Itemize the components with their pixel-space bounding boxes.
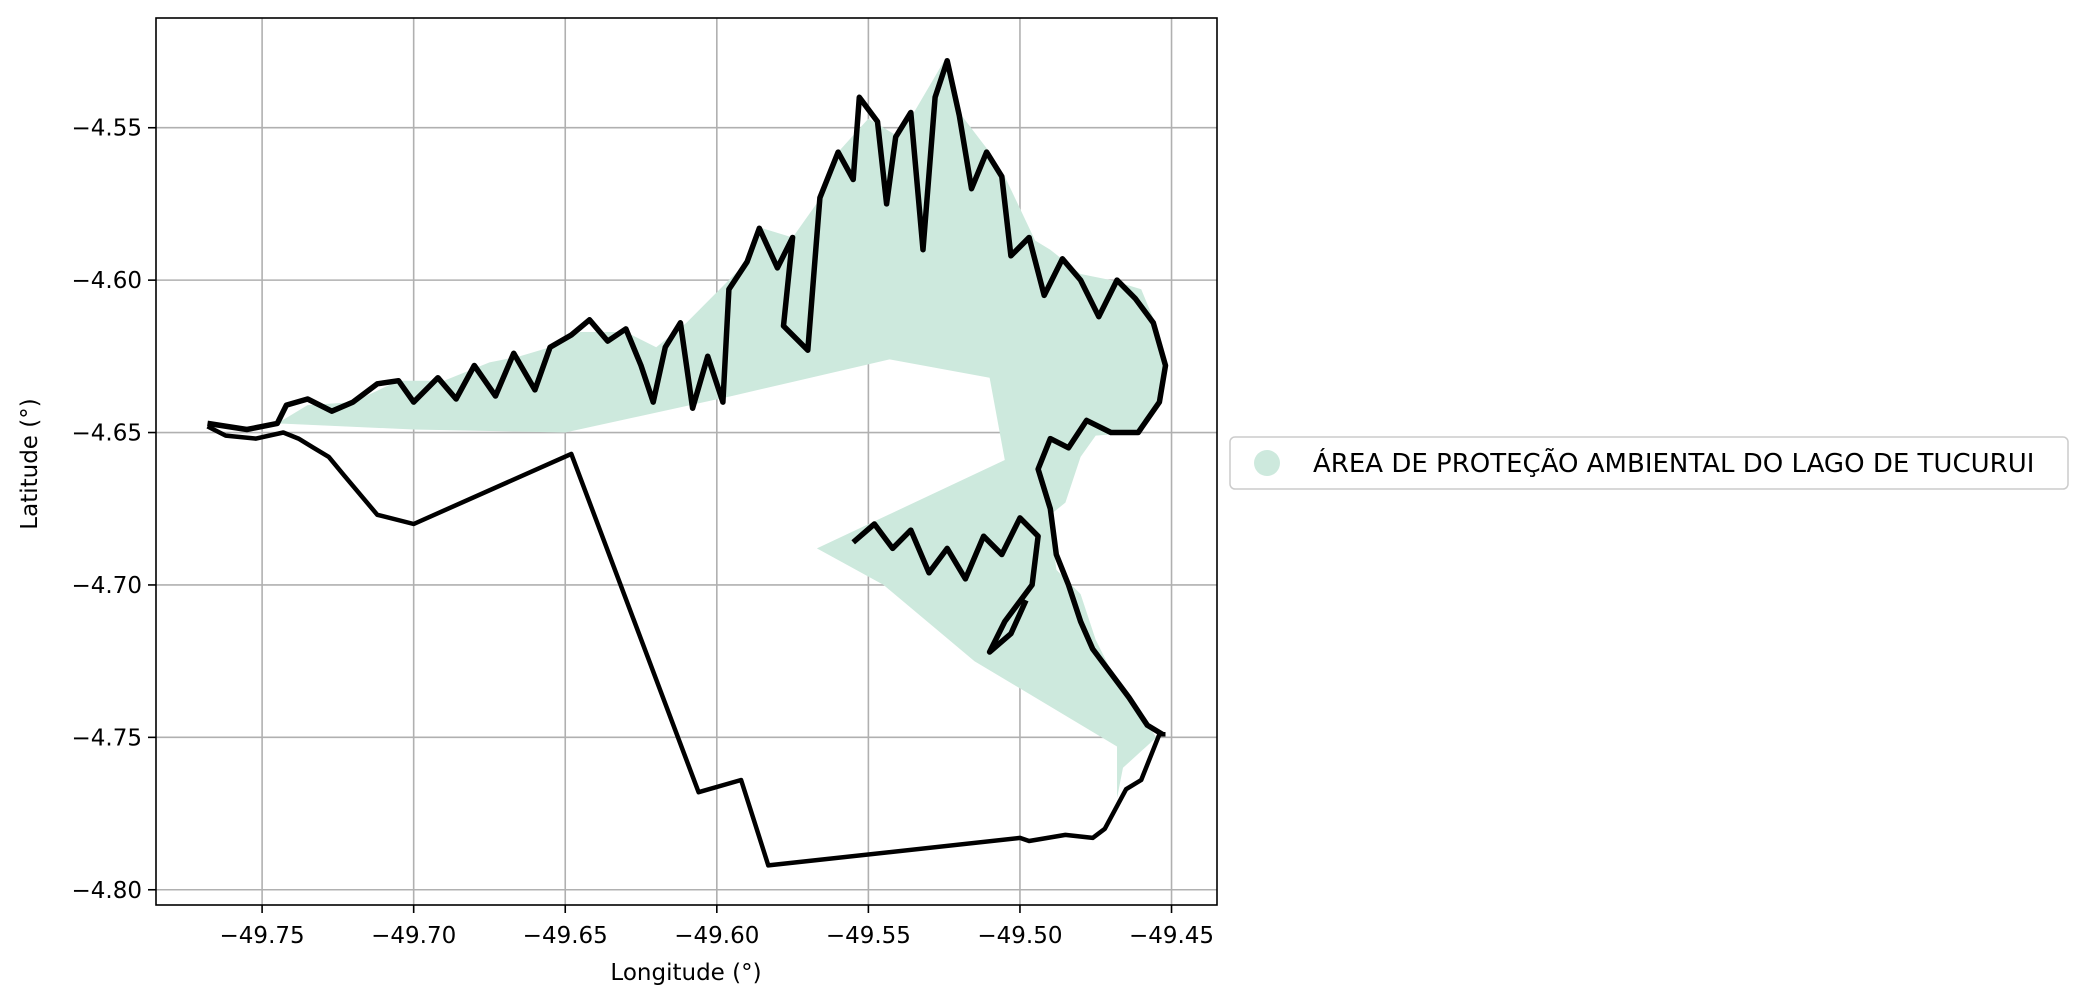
x-tick-label: −49.45 xyxy=(1129,923,1214,949)
axes-frame xyxy=(155,17,1218,906)
x-tick-label: −49.75 xyxy=(220,923,305,949)
x-tick-label: −49.50 xyxy=(977,923,1062,949)
y-tick-label: −4.60 xyxy=(72,268,142,294)
x-axis-title: Longitude (°) xyxy=(610,960,761,986)
y-axis-ticks: −4.55 −4.60 −4.65 −4.70 −4.75 −4.80 xyxy=(72,116,156,904)
y-axis-title: Latitude (°) xyxy=(17,398,43,529)
legend: ÁREA DE PROTEÇÃO AMBIENTAL DO LAGO DE TU… xyxy=(1229,436,2069,490)
x-axis-ticks: −49.75 −49.70 −49.65 −49.60 −49.55 −49.50 −49.… xyxy=(220,905,1214,949)
y-tick-label: −4.55 xyxy=(72,116,142,142)
administrative-boundary-line xyxy=(206,424,1166,868)
protected-area-polygon xyxy=(277,60,1166,799)
x-tick-label: −49.55 xyxy=(826,923,911,949)
y-tick-label: −4.65 xyxy=(72,421,142,447)
y-tick-label: −4.75 xyxy=(72,725,142,751)
y-tick-label: −4.70 xyxy=(72,573,142,599)
x-tick-label: −49.65 xyxy=(523,923,608,949)
x-tick-label: −49.70 xyxy=(371,923,456,949)
lower-shoreline-outline xyxy=(851,515,1041,655)
x-tick-label: −49.60 xyxy=(674,923,759,949)
shoreline-outline xyxy=(207,57,1169,737)
legend-marker xyxy=(1254,450,1280,476)
y-tick-label: −4.80 xyxy=(72,878,142,904)
legend-label: ÁREA DE PROTEÇÃO AMBIENTAL DO LAGO DE TU… xyxy=(1313,447,2034,479)
legend-box xyxy=(1229,436,2069,490)
